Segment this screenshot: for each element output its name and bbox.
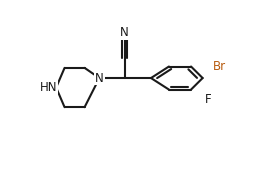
Text: HN: HN — [40, 81, 57, 94]
Text: N: N — [120, 26, 129, 39]
Text: N: N — [95, 71, 104, 84]
Text: F: F — [205, 93, 212, 106]
Text: Br: Br — [213, 60, 226, 73]
